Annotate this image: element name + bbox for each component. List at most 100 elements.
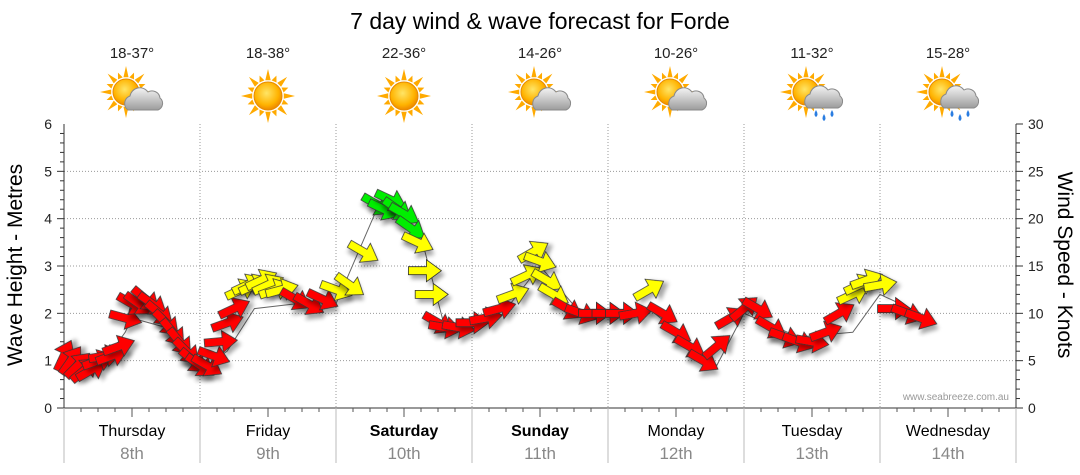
- sun-ray: [395, 109, 401, 117]
- right-tick-label: 30: [1028, 116, 1044, 132]
- wind-speed-series: [53, 188, 938, 385]
- day-name-label: Sunday: [511, 423, 569, 440]
- sun-ray: [933, 104, 939, 112]
- sun-ray: [129, 72, 135, 80]
- sun-ray: [515, 73, 526, 84]
- left-tick-label: 5: [44, 163, 52, 179]
- sun-ray: [265, 111, 271, 123]
- sun-ray: [277, 76, 288, 87]
- sun-ray: [117, 72, 123, 80]
- sun-ray: [797, 72, 803, 80]
- sun-ray: [384, 76, 395, 87]
- sun-ray: [117, 104, 123, 112]
- right-tick-label: 20: [1028, 211, 1044, 227]
- sun-ray: [259, 109, 265, 117]
- sun-ray: [787, 73, 798, 84]
- sun-disc: [253, 81, 283, 111]
- sun-cloud-icon: [100, 66, 164, 118]
- sun-ray: [413, 105, 424, 116]
- day-date-label: 9th: [256, 444, 280, 463]
- sun-ray: [787, 100, 798, 111]
- sun-disc: [389, 81, 419, 111]
- sun-ray: [780, 89, 792, 95]
- sun-ray: [401, 111, 407, 123]
- temperature-range: 18-37°: [110, 45, 154, 62]
- right-tick-label: 10: [1028, 305, 1044, 321]
- sun-ray: [265, 69, 271, 81]
- wind-arrow: [822, 302, 855, 326]
- rain-drop: [966, 110, 970, 117]
- sun-ray: [803, 106, 809, 118]
- left-tick-label: 4: [44, 211, 52, 227]
- sun-ray: [514, 83, 522, 89]
- wind-arrow: [196, 345, 231, 368]
- right-tick-label: 0: [1028, 400, 1036, 416]
- left-tick-label: 6: [44, 116, 52, 132]
- right-tick-label: 5: [1028, 353, 1036, 369]
- sun-ray: [271, 109, 277, 117]
- sun-ray: [945, 72, 951, 80]
- sun-icon: [377, 69, 431, 123]
- cloud-shape: [532, 87, 572, 111]
- wind-arrow: [523, 250, 557, 273]
- sun-ray: [950, 73, 961, 84]
- wind-arrow: [701, 335, 731, 361]
- right-tick-label: 25: [1028, 163, 1044, 179]
- day-name-label: Thursday: [99, 423, 166, 440]
- rain-drop: [950, 110, 954, 117]
- left-axis-title: Wave Height - Metres: [4, 164, 27, 366]
- sun-ray: [413, 76, 424, 87]
- sun-ray: [107, 73, 118, 84]
- sun-ray: [395, 75, 401, 83]
- sun-rain-icon: [916, 66, 980, 121]
- sun-ray: [525, 104, 531, 112]
- sun-ray: [106, 83, 114, 89]
- sun-ray: [786, 95, 794, 101]
- day-name-label: Wednesday: [906, 423, 990, 440]
- sun-ray: [651, 73, 662, 84]
- cloud-shape: [668, 87, 708, 111]
- wind-arrow: [903, 307, 938, 330]
- wind-arrow: [414, 282, 449, 307]
- day-name-label: Saturday: [370, 423, 439, 440]
- wind-arrow: [632, 278, 665, 302]
- sun-ray: [383, 87, 391, 93]
- sun-ray: [644, 89, 656, 95]
- sun-ray: [809, 72, 815, 80]
- sun-ray: [100, 89, 112, 95]
- sun-ray: [508, 89, 520, 95]
- sun-ray: [107, 100, 118, 111]
- sun-ray: [259, 75, 265, 83]
- cloud-shape: [940, 85, 980, 109]
- day-labels: Thursday 8th Friday 9th Saturday 10th Sunday 11…: [99, 423, 990, 463]
- sun-ray: [248, 105, 259, 116]
- day-date-label: 8th: [120, 444, 144, 463]
- sun-ray: [923, 73, 934, 84]
- wind-arrow: [808, 320, 843, 343]
- sun-rain-icon: [780, 66, 844, 121]
- day-name-label: Friday: [246, 423, 290, 440]
- sun-ray: [407, 109, 413, 117]
- wind-arrow: [333, 271, 365, 296]
- axes: 0 1 2 3 4 5 6 0 5 10 15 20 25 30: [44, 116, 1044, 463]
- sun-ray: [134, 73, 145, 84]
- sun-ray: [106, 95, 114, 101]
- wind-arrow: [305, 288, 339, 311]
- temperature-range: 14-26°: [518, 45, 562, 62]
- left-tick-label: 0: [44, 400, 52, 416]
- right-axis-title: Wind Speed - Knots: [1053, 172, 1076, 359]
- sun-ray: [542, 73, 553, 84]
- wind-arrow: [346, 239, 379, 263]
- day-date-label: 14th: [931, 444, 964, 463]
- sun-ray: [939, 106, 945, 118]
- sun-ray: [673, 72, 679, 80]
- rain-drop: [822, 114, 826, 121]
- wind-arrow: [101, 334, 136, 358]
- temperature-range: 22-36°: [382, 45, 426, 62]
- left-tick-label: 2: [44, 305, 52, 321]
- sun-ray: [417, 99, 425, 105]
- sun-ray: [933, 72, 939, 80]
- day-name-label: Tuesday: [782, 423, 843, 440]
- sun-cloud-icon: [508, 66, 572, 118]
